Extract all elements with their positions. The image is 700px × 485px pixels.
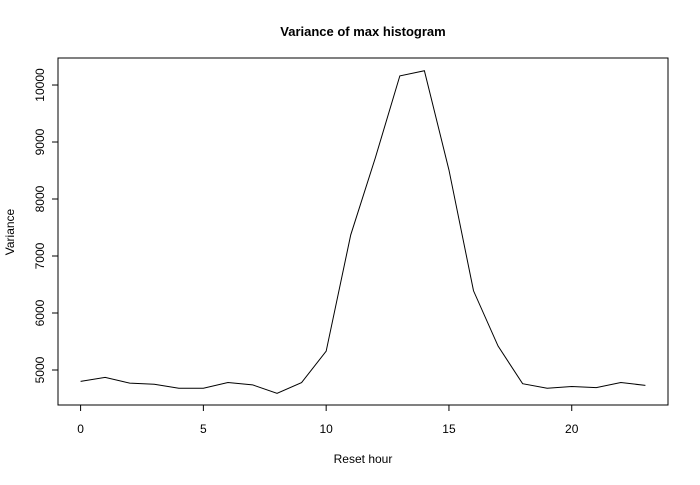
- y-tick-label: 10000: [33, 68, 47, 102]
- x-tick-label: 10: [319, 422, 333, 436]
- y-axis-label: Variance: [3, 208, 17, 255]
- chart-title: Variance of max histogram: [280, 24, 445, 39]
- x-tick-label: 5: [200, 422, 207, 436]
- y-tick-label: 5000: [33, 356, 47, 383]
- data-line: [80, 70, 646, 394]
- x-tick-label: 0: [77, 422, 84, 436]
- y-tick-label: 7000: [33, 242, 47, 269]
- x-axis-label: Reset hour: [334, 452, 393, 466]
- x-tick-label: 15: [442, 422, 456, 436]
- y-tick-label: 6000: [33, 299, 47, 326]
- x-tick-label: 20: [565, 422, 579, 436]
- y-tick-label: 8000: [33, 185, 47, 212]
- y-tick-label: 9000: [33, 128, 47, 155]
